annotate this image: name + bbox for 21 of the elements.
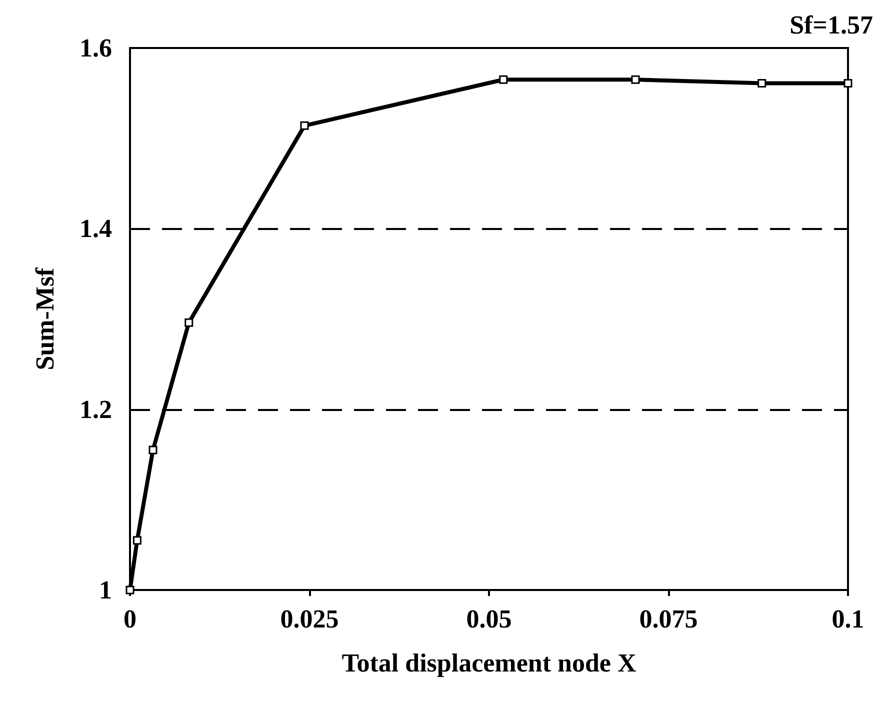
y-axis-title: Sum-Msf (30, 267, 60, 370)
point (132, 536, 142, 545)
point (758, 78, 766, 88)
point (184, 318, 194, 327)
y-tick-label: 1.6 (80, 34, 112, 62)
point (631, 75, 640, 84)
point (499, 75, 508, 84)
x-tick-label: 0 (124, 604, 136, 634)
y-tick-label: 1.4 (80, 214, 112, 244)
text: Sf=1.57 (790, 10, 874, 40)
x-tick-label: 0.025 (280, 604, 339, 634)
x-axis-title: Total displacement node X (342, 648, 636, 678)
point (844, 78, 852, 88)
point (148, 446, 158, 454)
x-tick-label: 0.1 (832, 604, 864, 634)
y-tick-label: 1 (99, 576, 112, 604)
x-tick-label: 0.075 (639, 604, 698, 634)
point (126, 586, 134, 594)
point (300, 121, 309, 130)
y-tick-label: 1.2 (80, 394, 112, 424)
x-tick-label: 0.05 (466, 604, 512, 634)
